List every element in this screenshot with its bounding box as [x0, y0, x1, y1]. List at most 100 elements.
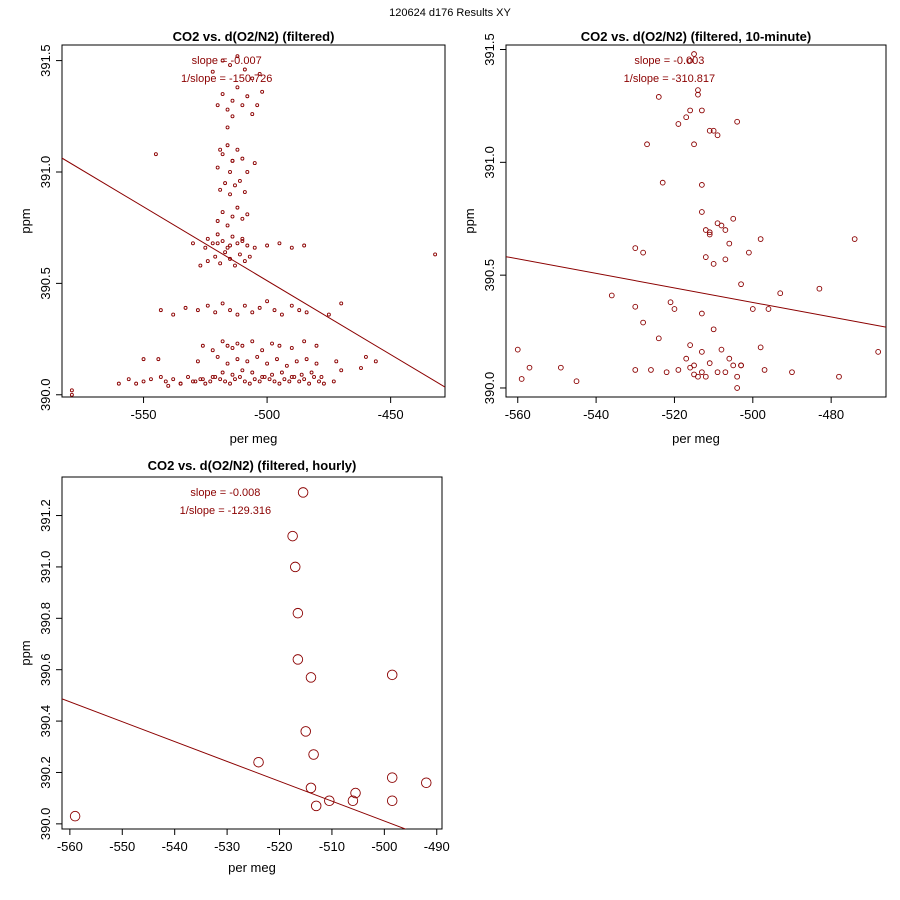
data-point: [324, 795, 335, 806]
data-point: [655, 94, 662, 100]
data-point: [235, 357, 240, 362]
data-point: [245, 243, 250, 248]
data-point: [675, 121, 682, 127]
data-point: [347, 795, 359, 806]
data-point: [210, 348, 215, 353]
data-point: [526, 364, 533, 371]
data-point: [757, 344, 764, 351]
data-point: [230, 372, 235, 377]
data-point: [277, 241, 282, 246]
data-point: [245, 359, 250, 364]
data-point: [749, 306, 756, 312]
data-point: [250, 112, 255, 117]
data-point: [235, 241, 240, 246]
data-point: [331, 379, 336, 384]
data-point: [691, 362, 697, 369]
data-point: [699, 107, 705, 114]
data-point: [683, 114, 690, 121]
data-point: [242, 259, 247, 264]
data-point: [710, 127, 717, 134]
data-point: [687, 107, 693, 114]
data-point: [245, 212, 250, 217]
data-point: [257, 72, 262, 76]
data-point: [210, 374, 215, 379]
data-point: [699, 310, 705, 317]
data-point: [235, 312, 240, 317]
data-point: [267, 377, 272, 382]
data-point: [305, 782, 317, 794]
data-point: [292, 374, 297, 379]
data-point: [230, 234, 235, 239]
data-point: [215, 241, 220, 246]
data-point: [220, 339, 225, 344]
data-point: [294, 359, 299, 364]
data-point: [225, 143, 230, 148]
x-tick-label: -560: [505, 407, 531, 422]
data-point: [272, 379, 277, 384]
panel-co2-vs-o2n2-10-minute: CO2 vs. d(O2/N2) (filtered, 10-minute) -5…: [462, 29, 887, 446]
data-point: [208, 379, 213, 384]
plot-frame: [61, 476, 443, 830]
x-tick-label: -500: [254, 407, 280, 422]
data-point: [210, 241, 215, 246]
data-point: [218, 261, 223, 266]
data-point: [746, 249, 752, 256]
data-point: [213, 374, 218, 379]
data-point: [726, 240, 733, 247]
slope-annotation: slope = -0.007: [192, 55, 262, 67]
regression-line: [506, 256, 886, 328]
data-point: [183, 305, 188, 310]
x-tick-label: -480: [818, 407, 844, 422]
data-point: [738, 281, 744, 288]
data-point: [718, 346, 725, 353]
x-axis-label: per meg: [672, 431, 720, 446]
data-point: [359, 366, 363, 370]
data-point: [215, 354, 220, 359]
x-axis-label: per meg: [228, 860, 276, 875]
data-area: [62, 54, 445, 397]
data-point: [186, 374, 190, 379]
data-point: [321, 381, 326, 386]
data-point: [302, 243, 307, 248]
x-tick-label: -500: [371, 839, 397, 854]
data-point: [240, 368, 245, 373]
y-tick-label: 391.2: [38, 499, 53, 532]
data-point: [289, 245, 294, 250]
data-point: [314, 361, 319, 366]
x-tick-label: -450: [378, 407, 404, 422]
data-point: [260, 348, 265, 353]
data-point: [640, 319, 646, 326]
x-tick-label: -490: [424, 839, 450, 854]
data-point: [761, 367, 768, 373]
data-point: [228, 192, 232, 197]
data-point: [687, 342, 693, 348]
data-point: [178, 381, 183, 386]
y-tick-label: 390.0: [38, 378, 53, 411]
slope-annotation: slope = -0.003: [634, 55, 704, 67]
data-point: [706, 229, 713, 236]
slope-annotation: slope = -0.008: [190, 487, 260, 499]
data-point: [314, 343, 319, 348]
data-point: [230, 346, 235, 350]
data-area: [62, 487, 432, 829]
data-point: [632, 245, 639, 251]
y-tick-label: 391.5: [38, 44, 53, 77]
data-point: [240, 343, 245, 348]
figure-title: 120624 d176 Results XY: [389, 7, 511, 19]
data-point: [777, 290, 784, 297]
data-point: [230, 214, 235, 219]
data-point: [166, 383, 171, 388]
data-point: [255, 103, 260, 108]
data-point: [225, 343, 230, 348]
data-point: [326, 312, 331, 317]
data-point: [710, 261, 717, 267]
data-point: [557, 364, 564, 371]
data-point: [875, 349, 882, 355]
data-point: [237, 178, 242, 183]
data-point: [218, 377, 223, 382]
data-point: [242, 190, 247, 194]
data-point: [632, 303, 639, 310]
data-point: [300, 726, 311, 737]
data-point: [242, 379, 247, 384]
data-point: [699, 369, 705, 376]
